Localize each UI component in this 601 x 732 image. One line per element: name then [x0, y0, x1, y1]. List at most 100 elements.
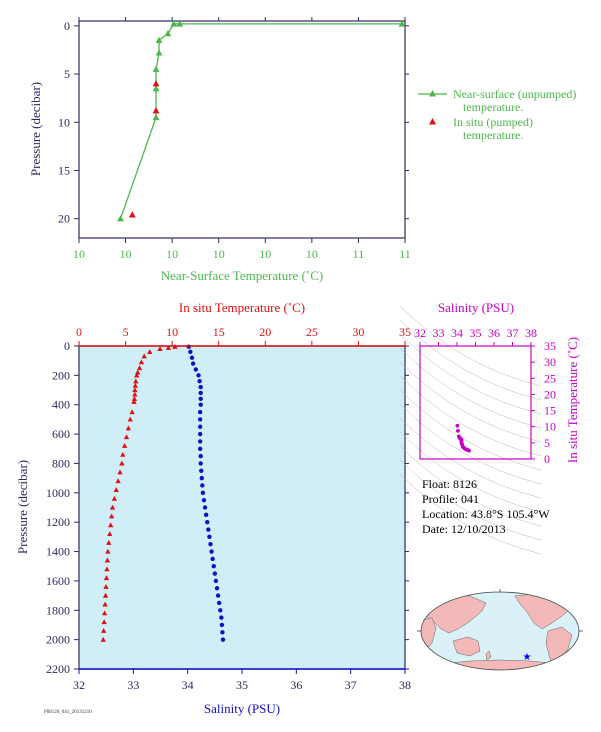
legend-label-near-surface-line-2: temperature. — [463, 100, 523, 114]
profile-top-tick-label: 10 — [166, 325, 178, 339]
top-x-tick-label: 10 — [166, 247, 178, 261]
ts-top-tick-label: 32 — [414, 326, 426, 340]
top-y-tick-label: 0 — [64, 19, 70, 33]
ts-top-tick-label: 38 — [525, 326, 537, 340]
salinity-point — [188, 349, 193, 355]
profile-y-tick-label: 1200 — [46, 515, 70, 529]
ts-point — [455, 423, 460, 428]
ts-plot-area — [420, 346, 531, 459]
ts-right-tick-label: 30 — [544, 355, 556, 369]
near-surface-point — [152, 65, 160, 72]
density-contour — [399, 389, 542, 471]
salinity-point — [197, 431, 203, 437]
temperature-point — [134, 372, 140, 378]
salinity-point — [211, 564, 216, 569]
profile-chart: In situ Temperature (˚C) 0 5 10 15 20 25 30 35 3… — [15, 300, 411, 716]
density-contour — [399, 417, 542, 499]
temperature-point — [101, 628, 107, 633]
ts-top-tick-label: 33 — [433, 326, 445, 340]
salinity-point — [197, 424, 203, 429]
salinity-point — [203, 512, 209, 518]
near-surface-point — [155, 36, 163, 43]
salinity-point — [196, 373, 201, 378]
ts-right-tick-label: 20 — [544, 387, 556, 401]
in-situ-point — [152, 107, 160, 114]
profile-y-tick-label: 0 — [64, 339, 70, 353]
temperature-point — [123, 434, 130, 440]
profile-y-tick-label: 2200 — [46, 662, 70, 676]
temperature-point — [111, 495, 118, 501]
profile-top-tick-label: 25 — [306, 325, 318, 339]
salinity-point — [212, 571, 218, 576]
density-contour — [399, 431, 542, 513]
ts-right-tick-label: 5 — [544, 436, 550, 450]
top-x-tick-label: 11 — [399, 247, 411, 261]
density-contour — [399, 305, 542, 387]
salinity-point — [198, 396, 203, 402]
profile-number: Profile: 041 — [422, 492, 479, 506]
legend-label-in-situ: In situ (pumped) temperature. — [453, 115, 536, 142]
salinity-point — [201, 497, 207, 503]
density-contour — [399, 333, 542, 415]
temperature-point — [102, 592, 109, 598]
temperature-point — [131, 398, 137, 404]
top-x-tick-label: 10 — [213, 247, 225, 261]
temperature-point — [117, 469, 123, 475]
top-x-tick-label: 11 — [353, 247, 365, 261]
salinity-point — [198, 453, 203, 459]
near-surface-point — [164, 29, 172, 37]
salinity-point — [220, 637, 226, 642]
temperature-point — [108, 513, 115, 519]
top-chart-x-axis-label: Near-Surface Temperature (˚C) — [161, 268, 323, 283]
ts-right-axis-label: In situ Temperature (˚C) — [565, 337, 580, 463]
salinity-point — [209, 549, 214, 554]
temperature-point — [103, 575, 110, 581]
temperature-point — [165, 344, 172, 350]
salinity-point — [205, 519, 210, 525]
ts-right-tick-label: 0 — [544, 452, 550, 466]
temperature-point — [120, 451, 126, 457]
legend-marker-in-situ — [429, 118, 436, 125]
temperature-point — [132, 391, 138, 397]
profile-date: Date: 12/10/2013 — [422, 522, 506, 536]
profile-y-tick-label: 400 — [52, 398, 70, 412]
density-contour — [399, 403, 542, 485]
salinity-point — [220, 630, 225, 635]
profile-top-tick-label: 15 — [213, 325, 225, 339]
top-y-tick-label: 5 — [64, 67, 70, 81]
ts-diagram: Salinity (PSU) 32 33 34 35 36 37 38 0 5 10 15 20 25 3… — [399, 300, 580, 555]
near-surface-point — [170, 20, 178, 27]
float-location: Location: 43.8°S 105.4°W — [422, 507, 550, 521]
salinity-point — [202, 505, 208, 510]
salinity-point — [207, 534, 212, 540]
salinity-point — [218, 608, 223, 613]
temperature-point — [127, 416, 133, 422]
ts-top-tick-label: 37 — [507, 326, 519, 340]
salinity-point — [197, 379, 202, 384]
near-surface-point — [152, 113, 160, 121]
ts-right-tick-label: 25 — [544, 371, 556, 385]
salinity-point — [197, 417, 203, 422]
temperature-point — [108, 522, 114, 528]
map-land-australia — [452, 636, 481, 657]
ts-point — [467, 448, 471, 453]
profile-y-tick-label: 1600 — [46, 574, 70, 588]
temperature-point — [133, 378, 139, 384]
temperature-point — [104, 557, 111, 563]
temperature-point — [106, 539, 112, 545]
top-x-tick-label: 10 — [73, 247, 85, 261]
top-plot-area — [78, 20, 406, 239]
near-surface-point — [117, 215, 124, 222]
profile-y-tick-label: 1000 — [46, 486, 70, 500]
salinity-point — [198, 461, 203, 466]
profile-y-tick-label: 800 — [52, 456, 70, 470]
temperature-point — [121, 443, 128, 448]
salinity-point — [208, 542, 213, 547]
ts-point — [456, 429, 460, 433]
profile-bottom-tick-label: 33 — [127, 678, 139, 692]
profile-y-axis-label: Pressure (decibar) — [15, 460, 30, 554]
salinity-point — [200, 490, 206, 496]
temperature-point — [100, 636, 106, 642]
near-surface-point — [152, 84, 160, 92]
salinity-point — [198, 390, 203, 396]
